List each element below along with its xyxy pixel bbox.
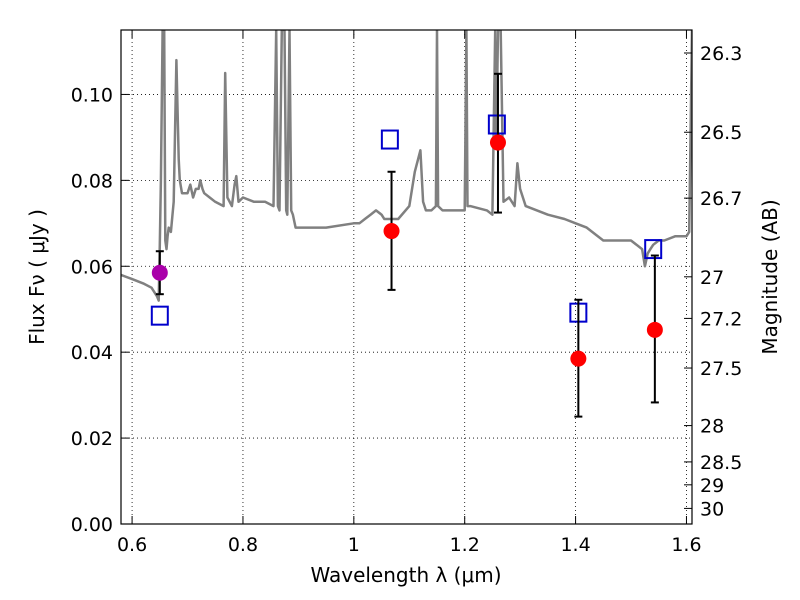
mag-tick-label: 27 [700, 267, 724, 289]
observed-flux-point [646, 321, 663, 338]
marker-layer [150, 72, 663, 418]
spectrum-line [121, 30, 692, 302]
model-photometry-square [644, 239, 663, 260]
x-tick-label: 0.6 [117, 534, 147, 556]
y-tick-label: 0.08 [71, 170, 113, 192]
mag-tick-label: 28.5 [700, 452, 742, 474]
x-tick-label: 1.6 [671, 534, 701, 556]
mag-tick-label: 26.5 [700, 122, 742, 144]
observed-flux-point [151, 264, 168, 281]
x-tick-label: 0.8 [228, 534, 258, 556]
model-photometry-square [150, 305, 169, 326]
mag-tick-label: 26.7 [700, 188, 742, 210]
series-layer [121, 30, 692, 302]
x-axis-label: Wavelength λ (μm) [310, 563, 501, 587]
x-tick-label: 1 [348, 534, 360, 556]
mag-tick-label: 29 [700, 475, 724, 497]
x-tick-label: 1.4 [560, 534, 590, 556]
x-tick-label: 1.2 [450, 534, 480, 556]
y-tick-label: 0.00 [71, 514, 113, 536]
mag-tick-label: 27.2 [700, 308, 742, 330]
mag-tick-label: 28 [700, 416, 724, 438]
y-tick-label: 0.06 [71, 256, 113, 278]
right-axis-label: Magnitude (AB) [758, 199, 782, 354]
plot-background [121, 30, 692, 524]
model-photometry-square [380, 129, 399, 150]
y-tick-label: 0.02 [71, 428, 113, 450]
y-tick-label: 0.10 [71, 84, 113, 106]
y-tick-label: 0.04 [71, 342, 113, 364]
mag-tick-label: 26.3 [700, 43, 742, 65]
model-photometry-square [487, 114, 506, 135]
observed-flux-point [489, 134, 506, 151]
ticks: 0.6 0.8 1 1.2 1.4 1.6 0.00 0.02 0.04 0.06 0.08 0.10… [71, 30, 742, 556]
mag-tick-label: 30 [700, 498, 724, 520]
observed-flux-point [383, 223, 400, 240]
y-axis-label: Flux Fν ( μJy ) [25, 209, 49, 345]
observed-flux-point [570, 350, 587, 367]
mag-tick-label: 27.5 [700, 358, 742, 380]
